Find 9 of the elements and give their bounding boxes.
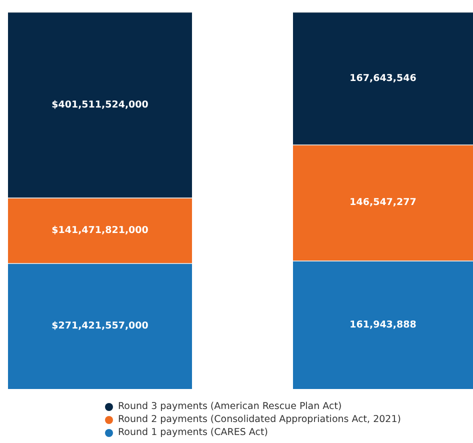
data-label: $271,421,557,000 (52, 320, 149, 332)
data-label: 146,547,277 (350, 197, 416, 208)
legend-label: Round 2 payments (Consolidated Appropriations Act, 2021) (118, 413, 401, 426)
data-label: $401,511,524,000 (52, 99, 149, 110)
data-label: $141,471,821,000 (52, 225, 149, 236)
data-label: 161,943,888 (350, 319, 417, 330)
legend-label: Round 3 payments (American Rescue Plan Act) (118, 400, 342, 413)
data-label: 167,643,546 (350, 72, 417, 84)
legend-label: Round 1 payments (CARES Act) (118, 426, 268, 439)
